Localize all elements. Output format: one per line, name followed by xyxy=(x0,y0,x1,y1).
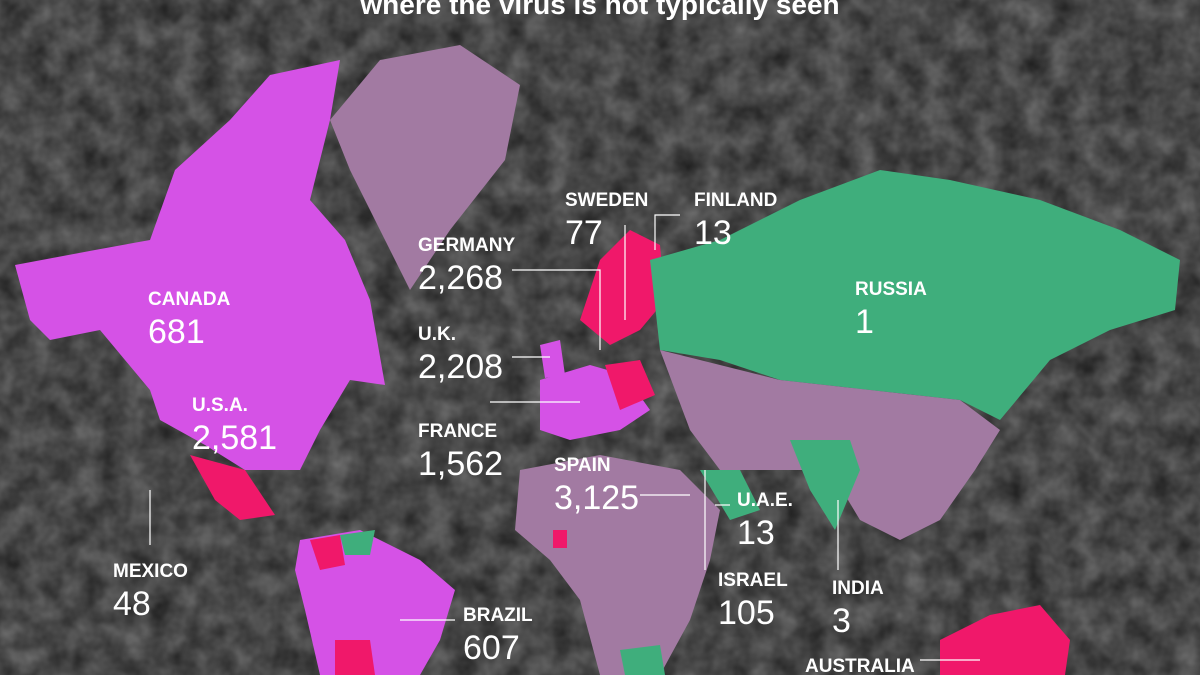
country-name: SPAIN xyxy=(554,455,611,476)
uk xyxy=(540,340,565,378)
australia xyxy=(940,605,1070,675)
country-name: FRANCE xyxy=(418,421,497,442)
country-name: BRAZIL xyxy=(463,605,533,626)
country-name: FINLAND xyxy=(694,190,777,211)
country-value: 1,562 xyxy=(418,445,503,483)
country-name: MEXICO xyxy=(113,561,188,582)
country-value: 3,125 xyxy=(554,479,639,517)
country-value: 77 xyxy=(565,214,603,252)
germany xyxy=(605,360,655,410)
land xyxy=(15,45,1180,675)
country-value: 2,208 xyxy=(418,348,503,386)
country-value: 607 xyxy=(463,629,520,667)
country-value: 105 xyxy=(718,594,775,632)
middle-east xyxy=(700,470,760,520)
country-name: INDIA xyxy=(832,578,884,599)
country-value: 13 xyxy=(694,214,732,252)
country-value: 2,581 xyxy=(192,419,277,457)
mexico xyxy=(190,455,275,520)
leader-line xyxy=(654,214,680,250)
north-america xyxy=(15,60,385,470)
title: where the virus is not typically seen xyxy=(359,0,839,20)
country-name: U.S.A. xyxy=(192,395,248,416)
country-value: 2,268 xyxy=(418,259,503,297)
labels: CANADA 681 U.S.A. 2,581 MEXICO 48 BRAZIL 607 GER… xyxy=(113,190,927,675)
leaders xyxy=(149,214,980,661)
country-name: CANADA xyxy=(148,289,231,310)
country-value: 681 xyxy=(148,313,205,351)
country-value: 1 xyxy=(855,303,874,341)
bolivia xyxy=(335,640,375,675)
africa xyxy=(515,455,720,675)
india xyxy=(790,440,860,530)
country-value: 3 xyxy=(832,602,851,640)
country-name: U.A.E. xyxy=(737,490,793,511)
colombia xyxy=(310,535,345,570)
country-name: U.K. xyxy=(418,324,456,345)
russia xyxy=(650,170,1180,420)
country-name: RUSSIA xyxy=(855,279,927,300)
scandinavia xyxy=(580,230,665,345)
south-africa xyxy=(620,645,665,675)
venezuela xyxy=(340,530,375,555)
country-name: ISRAEL xyxy=(718,570,788,591)
country-value: 48 xyxy=(113,585,151,623)
greenland xyxy=(330,45,520,290)
ghana xyxy=(553,530,567,548)
leader-line xyxy=(512,269,601,350)
country-name: GERMANY xyxy=(418,235,515,256)
country-name: AUSTRALIA xyxy=(805,656,915,675)
country-value: 13 xyxy=(737,514,775,552)
country-name: SWEDEN xyxy=(565,190,648,211)
